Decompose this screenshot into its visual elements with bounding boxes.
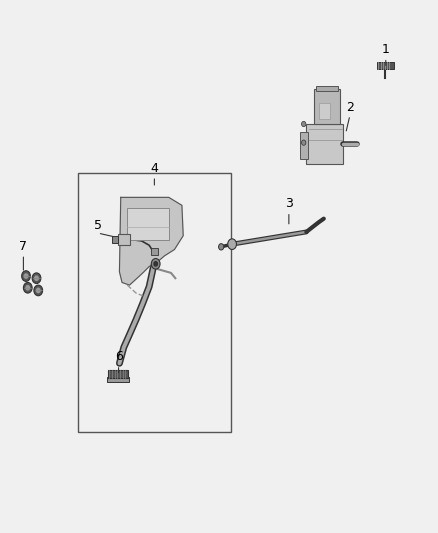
Text: 6: 6 xyxy=(115,350,123,364)
Bar xyxy=(127,208,169,240)
Bar xyxy=(314,90,339,124)
Bar xyxy=(319,103,330,119)
Circle shape xyxy=(301,122,306,127)
Circle shape xyxy=(151,259,160,269)
Text: 5: 5 xyxy=(94,219,102,231)
Circle shape xyxy=(24,274,28,278)
Circle shape xyxy=(301,140,306,146)
Circle shape xyxy=(35,276,38,280)
Bar xyxy=(78,173,231,432)
Bar xyxy=(151,248,158,255)
Bar xyxy=(107,377,129,382)
Circle shape xyxy=(219,244,224,250)
Bar xyxy=(377,62,394,69)
Circle shape xyxy=(32,273,41,284)
Circle shape xyxy=(34,285,42,296)
Text: 1: 1 xyxy=(382,43,390,56)
Text: 2: 2 xyxy=(346,101,354,114)
Bar xyxy=(300,132,307,159)
Circle shape xyxy=(21,271,30,281)
Circle shape xyxy=(154,262,157,266)
Text: 7: 7 xyxy=(19,240,28,253)
Bar xyxy=(316,86,338,91)
Text: 4: 4 xyxy=(150,161,158,175)
Circle shape xyxy=(23,282,32,293)
Polygon shape xyxy=(120,197,183,285)
Circle shape xyxy=(36,288,40,293)
Bar xyxy=(118,233,130,245)
Bar xyxy=(113,236,118,243)
Bar xyxy=(108,370,128,378)
Circle shape xyxy=(26,286,29,290)
Bar xyxy=(306,124,343,164)
Text: 3: 3 xyxy=(285,197,293,211)
Circle shape xyxy=(228,239,237,249)
